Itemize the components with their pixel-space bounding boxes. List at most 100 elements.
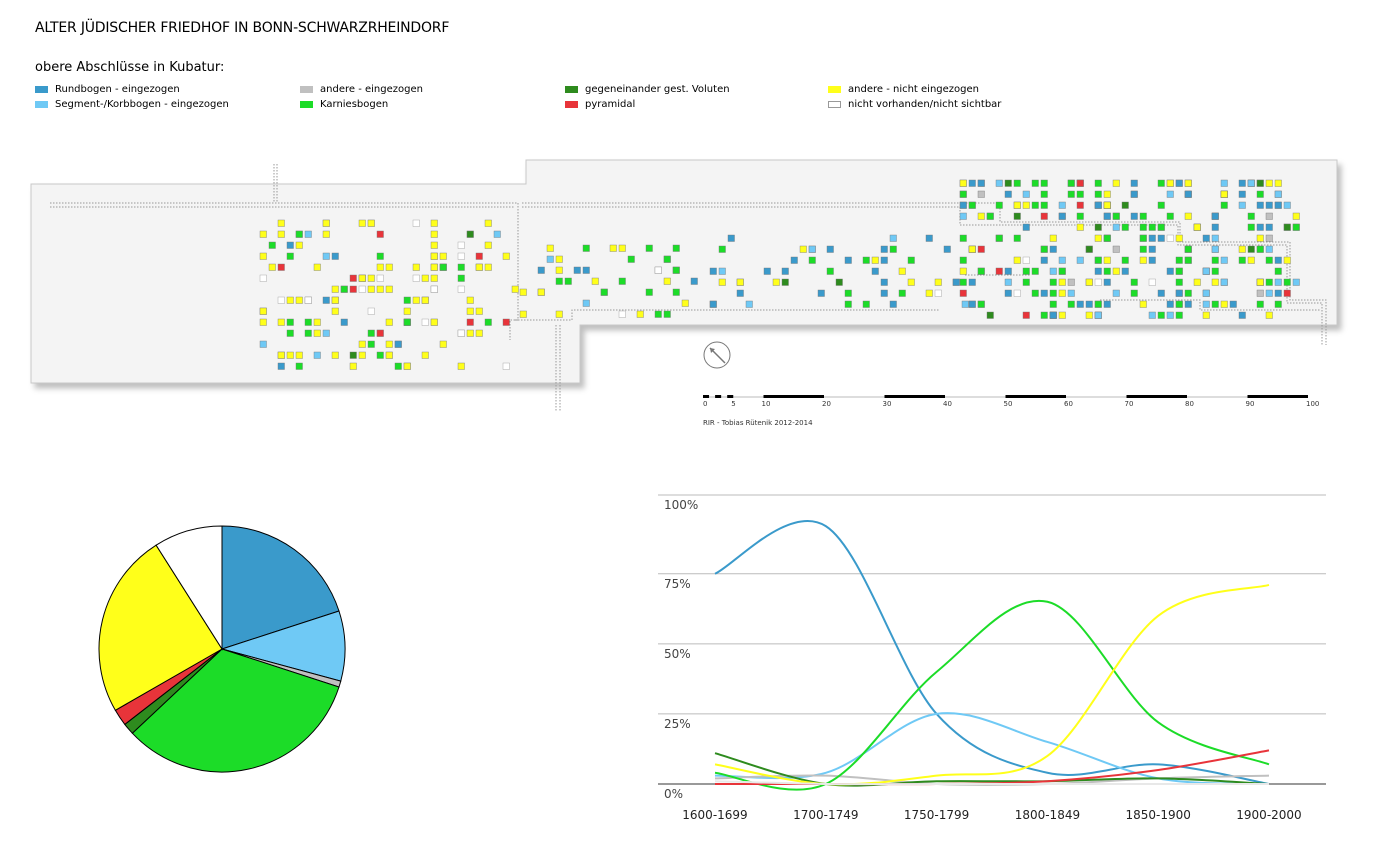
grave-marker — [844, 289, 852, 297]
scale-bar: 0 5 10 20 30 40 50 60 70 80 90 100 RIR - Tobias Rüt… — [703, 395, 1319, 427]
grave-marker — [1256, 201, 1264, 209]
grave-marker — [718, 245, 726, 253]
grave-marker — [1103, 234, 1111, 242]
grave-marker — [609, 244, 617, 252]
grave-marker — [1067, 300, 1075, 308]
grave-marker — [367, 340, 375, 348]
scale-tick-label: 0 — [703, 400, 707, 408]
y-tick-label: 25% — [664, 717, 691, 731]
grave-marker — [358, 274, 366, 282]
grave-marker — [736, 289, 744, 297]
grave-marker — [394, 340, 402, 348]
grave-marker — [1148, 278, 1156, 286]
grave-marker — [672, 288, 680, 296]
grave-marker — [430, 219, 438, 227]
grave-marker — [277, 296, 285, 304]
scale-segment — [715, 395, 722, 398]
legend-label: gegeneinander gest. Voluten — [585, 84, 730, 95]
grave-marker — [968, 245, 976, 253]
grave-marker — [1049, 289, 1057, 297]
grave-marker — [466, 230, 474, 238]
grave-marker — [736, 278, 744, 286]
grave-marker — [959, 179, 967, 187]
grave-marker — [672, 244, 680, 252]
grave-marker — [1148, 223, 1156, 231]
grave-marker — [880, 289, 888, 297]
series-line — [714, 780, 1269, 786]
grave-marker — [555, 255, 563, 263]
grave-marker — [681, 299, 689, 307]
grave-marker — [1049, 245, 1057, 253]
grave-marker — [331, 351, 339, 359]
grave-marker — [1283, 278, 1291, 286]
grave-marker — [1175, 311, 1183, 319]
y-tick-label: 50% — [664, 647, 691, 661]
series-line — [714, 519, 1270, 785]
grave-marker — [1112, 289, 1120, 297]
grave-marker — [1247, 179, 1255, 187]
grave-marker — [1094, 256, 1102, 264]
grave-marker — [457, 241, 465, 249]
grave-marker — [1166, 267, 1174, 275]
grave-marker — [1013, 256, 1021, 264]
x-tick-label: 1800-1849 — [1015, 808, 1080, 822]
legend-label: andere - eingezogen — [320, 84, 423, 95]
grave-marker — [1049, 267, 1057, 275]
grave-marker — [1292, 223, 1300, 231]
grave-marker — [430, 318, 438, 326]
grave-marker — [1013, 201, 1021, 209]
grave-marker — [573, 266, 581, 274]
y-tick-label: 75% — [664, 577, 691, 591]
grave-marker — [1103, 267, 1111, 275]
grave-marker — [1283, 256, 1291, 264]
grave-marker — [412, 274, 420, 282]
grave-marker — [1265, 201, 1273, 209]
grave-marker — [600, 288, 608, 296]
grave-marker — [295, 241, 303, 249]
grave-marker — [385, 351, 393, 359]
grave-marker — [1139, 234, 1147, 242]
grave-marker — [1148, 311, 1156, 319]
grave-marker — [1031, 201, 1039, 209]
grave-marker — [1022, 256, 1030, 264]
grave-marker — [439, 340, 447, 348]
grave-marker — [421, 296, 429, 304]
grave-marker — [1184, 256, 1192, 264]
grave-marker — [959, 234, 967, 242]
grave-marker — [1004, 179, 1012, 187]
grave-marker — [313, 351, 321, 359]
grave-marker — [844, 256, 852, 264]
grave-marker — [977, 179, 985, 187]
grave-marker — [1022, 223, 1030, 231]
legend-item-nicht-vorhanden: nicht vorhanden/nicht sichtbar — [828, 99, 1001, 110]
grave-marker — [1265, 256, 1273, 264]
page-title: ALTER JÜDISCHER FRIEDHOF IN BONN-SCHWARZ… — [35, 20, 450, 36]
grave-marker — [1238, 179, 1246, 187]
grave-marker — [808, 245, 816, 253]
grave-marker — [1211, 300, 1219, 308]
grave-marker — [977, 190, 985, 198]
grave-marker — [295, 296, 303, 304]
grave-marker — [376, 252, 384, 260]
grave-marker — [1274, 256, 1282, 264]
grave-marker — [1247, 223, 1255, 231]
grave-marker — [1058, 311, 1066, 319]
grave-marker — [808, 256, 816, 264]
scale-segment — [703, 395, 710, 398]
scale-tick-label: 80 — [1185, 400, 1194, 408]
pie-slice — [131, 648, 340, 773]
grave-marker — [1166, 311, 1174, 319]
grave-marker — [880, 256, 888, 264]
grave-marker — [1022, 278, 1030, 286]
grave-marker — [1265, 223, 1273, 231]
grave-marker — [995, 201, 1003, 209]
grave-marker — [1274, 201, 1282, 209]
grave-marker — [1058, 212, 1066, 220]
grave-marker — [537, 288, 545, 296]
grave-marker — [1157, 179, 1165, 187]
grave-marker — [313, 263, 321, 271]
grave-marker — [817, 289, 825, 297]
grave-marker — [1184, 300, 1192, 308]
grave-marker — [1283, 289, 1291, 297]
grave-marker — [358, 351, 366, 359]
